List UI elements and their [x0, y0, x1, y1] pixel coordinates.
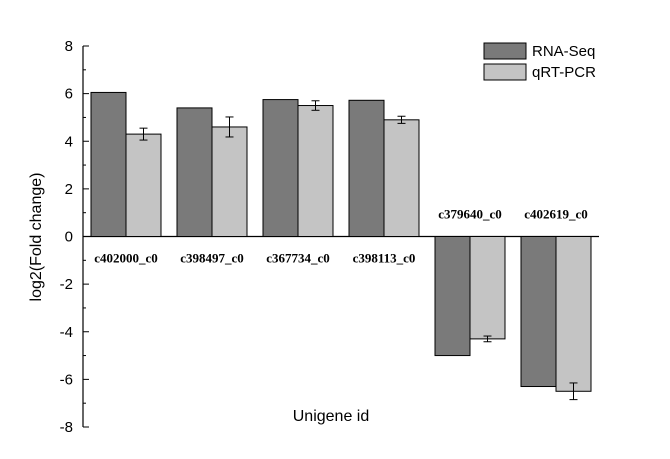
y-tick-label: 8: [65, 38, 73, 55]
bar-rna-seq: [520, 236, 557, 388]
y-tick-label: -6: [60, 371, 73, 388]
bar-qrt-pcr: [469, 236, 506, 340]
y-tick-label: 0: [65, 229, 73, 246]
category-label: c379640_c0: [438, 207, 502, 222]
category-label: c402619_c0: [524, 207, 588, 222]
bars: [90, 91, 592, 401]
bar-rna-seq: [348, 99, 385, 238]
bar-rna-seq: [90, 91, 127, 237]
y-tick-label: -8: [60, 419, 73, 436]
category-labels: c402000_c0 c398497_c0 c367734_c0 c398113_c0…: [94, 207, 588, 266]
bar-rna-seq: [176, 107, 213, 237]
legend-swatch-rna-seq: [483, 42, 527, 60]
bar-qrt-pcr: [125, 133, 162, 237]
legend: RNA-Seq qRT-PCR: [483, 42, 596, 81]
y-tick-label: 2: [65, 181, 73, 198]
category-label: c398113_c0: [353, 251, 416, 266]
legend-label-rna-seq: RNA-Seq: [532, 43, 595, 60]
category-label: c367734_c0: [266, 251, 330, 266]
x-axis-title: Unigene id: [293, 408, 370, 425]
legend-label-qrt-pcr: qRT-PCR: [532, 64, 596, 81]
y-tick-label: -2: [60, 276, 73, 293]
legend-swatch-qrt-pcr: [483, 63, 527, 81]
y-tick-label: 6: [65, 86, 73, 103]
bar-qrt-pcr: [297, 105, 334, 237]
category-label: c402000_c0: [94, 251, 158, 266]
y-axis-title: log2(Fold change): [28, 173, 45, 302]
category-label: c398497_c0: [180, 251, 244, 266]
y-tick-label: 4: [65, 133, 73, 150]
bar-rna-seq: [434, 236, 471, 357]
bar-qrt-pcr: [555, 236, 592, 392]
y-tick-label: -4: [60, 324, 73, 341]
bar-rna-seq: [262, 99, 299, 237]
bar-qrt-pcr: [211, 126, 248, 237]
bar-qrt-pcr: [383, 119, 420, 237]
axes: -8 -6 -4 -2 0 2 4 6 8: [60, 38, 599, 436]
